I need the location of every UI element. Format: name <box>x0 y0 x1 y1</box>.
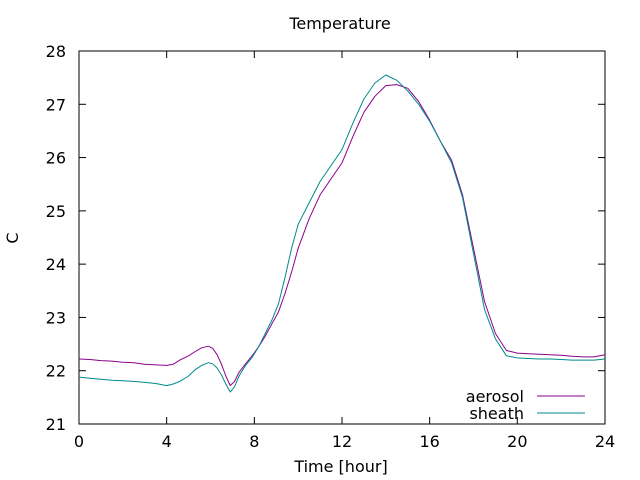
series-group <box>78 74 606 393</box>
legend-label-sheath: sheath <box>469 404 524 423</box>
y-tick-label: 27 <box>46 95 66 114</box>
series-line-aerosol <box>78 84 606 387</box>
y-tick-label: 25 <box>46 202 66 221</box>
y-tick-label: 21 <box>46 415 66 434</box>
y-tick-label: 22 <box>46 362 66 381</box>
x-tick-label: 24 <box>595 432 615 451</box>
x-tick-label: 4 <box>162 432 172 451</box>
x-tick-label: 16 <box>419 432 439 451</box>
y-tick-label: 26 <box>46 149 66 168</box>
chart-title: Temperature <box>288 14 390 33</box>
x-tick-label: 20 <box>507 432 527 451</box>
y-tick-label: 28 <box>46 42 66 61</box>
x-axis-label: Time [hour] <box>293 457 387 476</box>
y-axis-label: C <box>3 232 22 243</box>
x-tick-label: 0 <box>74 432 84 451</box>
x-tick-label: 8 <box>249 432 259 451</box>
axes: 0 4 8 12 16 20 24 21 22 23 24 25 26 27 28 <box>46 42 616 451</box>
y-tick-label: 24 <box>46 255 66 274</box>
y-tick-label: 23 <box>46 308 66 327</box>
x-tick-label: 12 <box>332 432 352 451</box>
series-line-sheath <box>78 74 606 393</box>
legend-label-aerosol: aerosol <box>466 387 524 406</box>
